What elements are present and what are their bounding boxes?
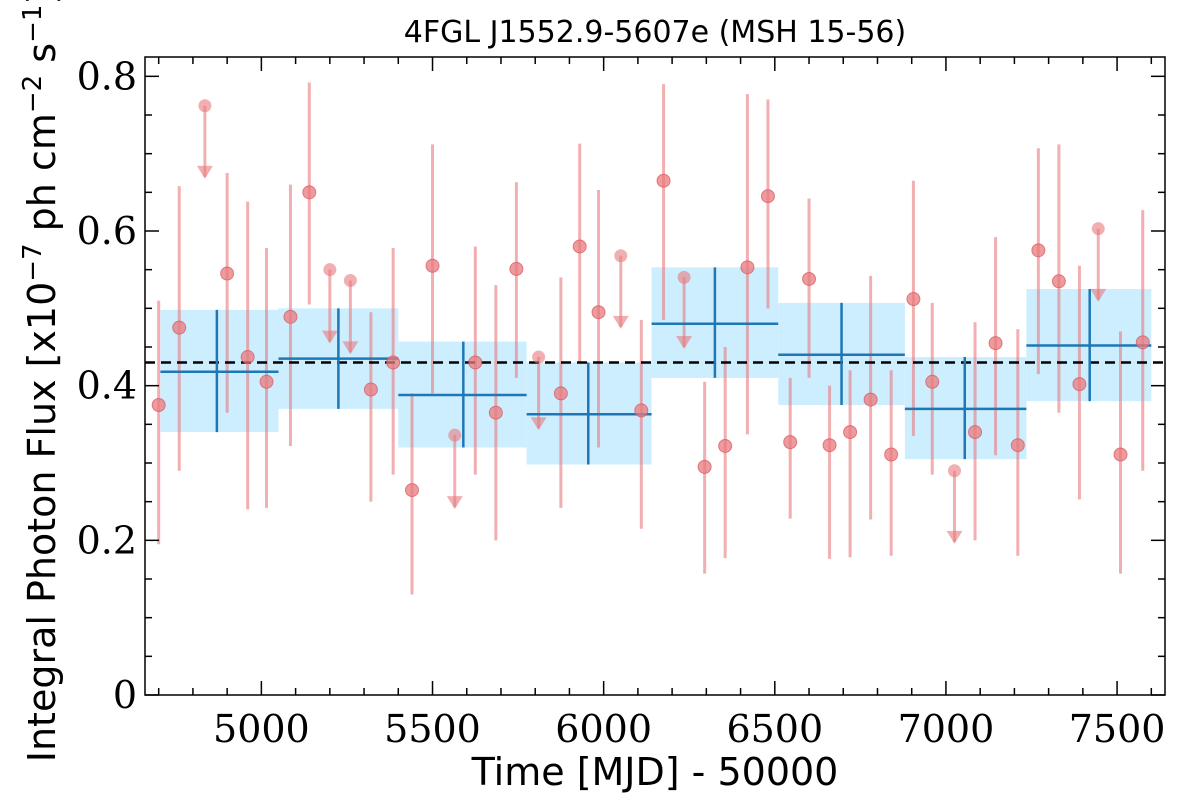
flux-point-1 — [172, 320, 187, 335]
flux-point-29 — [906, 292, 921, 307]
upper-limit-point-4 — [532, 350, 546, 364]
flux-point-5 — [283, 309, 298, 324]
flux-point-4 — [259, 374, 274, 389]
flux-point-26 — [843, 425, 858, 440]
y-axis-title-exp3: −1 — [18, 5, 48, 43]
flux-point-8 — [386, 355, 401, 370]
upper-limit-point-8 — [1091, 222, 1105, 236]
y-axis-title-pre: Integral Photon Flux [x10 — [20, 282, 64, 763]
flux-point-35 — [1051, 274, 1066, 289]
y-tick-label-2: 0.4 — [77, 364, 137, 408]
flux-point-15 — [572, 239, 587, 254]
flux-point-36 — [1072, 377, 1087, 392]
flux-point-16 — [591, 305, 606, 320]
flux-point-22 — [760, 189, 775, 204]
y-axis-title-exp2: −2 — [18, 75, 48, 113]
plot-frame — [144, 56, 1166, 696]
y-tick-label-4: 0.8 — [77, 54, 137, 98]
upper-limit-arrow-8 — [1090, 288, 1107, 302]
x-tick-label-5: 7500 — [1069, 707, 1166, 751]
flux-point-23 — [783, 435, 798, 450]
x-tick-label-3: 6500 — [726, 707, 823, 751]
flux-point-3 — [240, 350, 255, 365]
y-axis-title-mid2: s — [20, 43, 64, 75]
chart-title: 4FGL J1552.9-5607e (MSH 15-56) — [404, 15, 906, 50]
flux-point-6 — [302, 185, 317, 200]
upper-limit-point-6 — [677, 270, 691, 284]
flux-point-24 — [802, 271, 817, 286]
flux-point-33 — [1010, 438, 1025, 453]
upper-limit-arrow-7 — [946, 530, 963, 544]
flux-point-20 — [718, 438, 733, 453]
flux-point-38 — [1135, 335, 1150, 350]
flux-point-32 — [988, 336, 1003, 351]
point-error-bars — [157, 82, 1145, 595]
flux-point-34 — [1031, 243, 1046, 258]
flux-point-11 — [468, 355, 483, 370]
y-tick-label-1: 0.2 — [77, 518, 137, 562]
upper-limit-point-2 — [343, 273, 357, 287]
y-axis-title-exp1: −7 — [18, 243, 48, 281]
upper-limit-arrow-3 — [446, 496, 463, 510]
flux-point-30 — [925, 374, 940, 389]
flux-point-21 — [740, 260, 755, 275]
upper-limit-point-1 — [323, 263, 337, 277]
upper-limit-arrow-2 — [342, 341, 359, 355]
flux-points — [151, 173, 1150, 498]
y-axis-title-mid: ph cm — [20, 113, 64, 243]
flux-point-28 — [884, 447, 899, 462]
upper-limit-arrow-1 — [321, 330, 338, 344]
flux-point-12 — [488, 405, 503, 420]
flux-point-19 — [697, 459, 712, 474]
flux-point-14 — [553, 386, 568, 401]
x-tick-labels: 5000 5500 6000 6500 7000 7500 — [213, 707, 1165, 751]
upper-limit-arrow-0 — [196, 165, 213, 179]
flux-point-17 — [634, 403, 649, 418]
flux-point-25 — [822, 438, 837, 453]
x-axis-title: Time [MJD] - 50000 — [471, 750, 839, 794]
flux-point-18 — [656, 173, 671, 188]
x-tick-label-0: 5000 — [213, 707, 310, 751]
flux-point-31 — [968, 425, 983, 440]
upper-limit-arrow-4 — [530, 417, 547, 431]
upper-limit-point-7 — [947, 464, 961, 478]
y-tick-label-0: 0 — [113, 673, 137, 717]
y-tick-labels: 0 0.2 0.4 0.6 0.8 — [77, 54, 137, 717]
upper-limits — [196, 99, 1107, 544]
upper-limit-point-5 — [614, 249, 628, 263]
x-tick-label-2: 6000 — [555, 707, 652, 751]
flux-point-0 — [151, 398, 166, 412]
binned-flux-crosses — [160, 267, 1152, 465]
flux-point-13 — [509, 261, 524, 276]
upper-limit-point-3 — [448, 428, 462, 442]
y-tick-label-3: 0.6 — [77, 209, 137, 253]
upper-limit-arrow-6 — [676, 336, 693, 349]
flux-point-37 — [1113, 447, 1128, 462]
y-axis-title: Integral Photon Flux [x10−7 ph cm−2 s−1] — [18, 0, 64, 762]
flux-point-2 — [220, 266, 235, 281]
upper-limit-point-0 — [198, 99, 212, 113]
flux-point-27 — [863, 392, 878, 407]
upper-limit-arrow-5 — [612, 315, 629, 329]
flux-point-7 — [363, 382, 378, 397]
x-tick-label-1: 5500 — [384, 707, 481, 751]
flux-point-9 — [404, 483, 419, 498]
y-axis-title-post: ] — [20, 0, 64, 5]
axis-ticks — [145, 57, 1165, 696]
flux-point-10 — [425, 258, 440, 273]
x-tick-label-4: 7000 — [898, 707, 995, 751]
